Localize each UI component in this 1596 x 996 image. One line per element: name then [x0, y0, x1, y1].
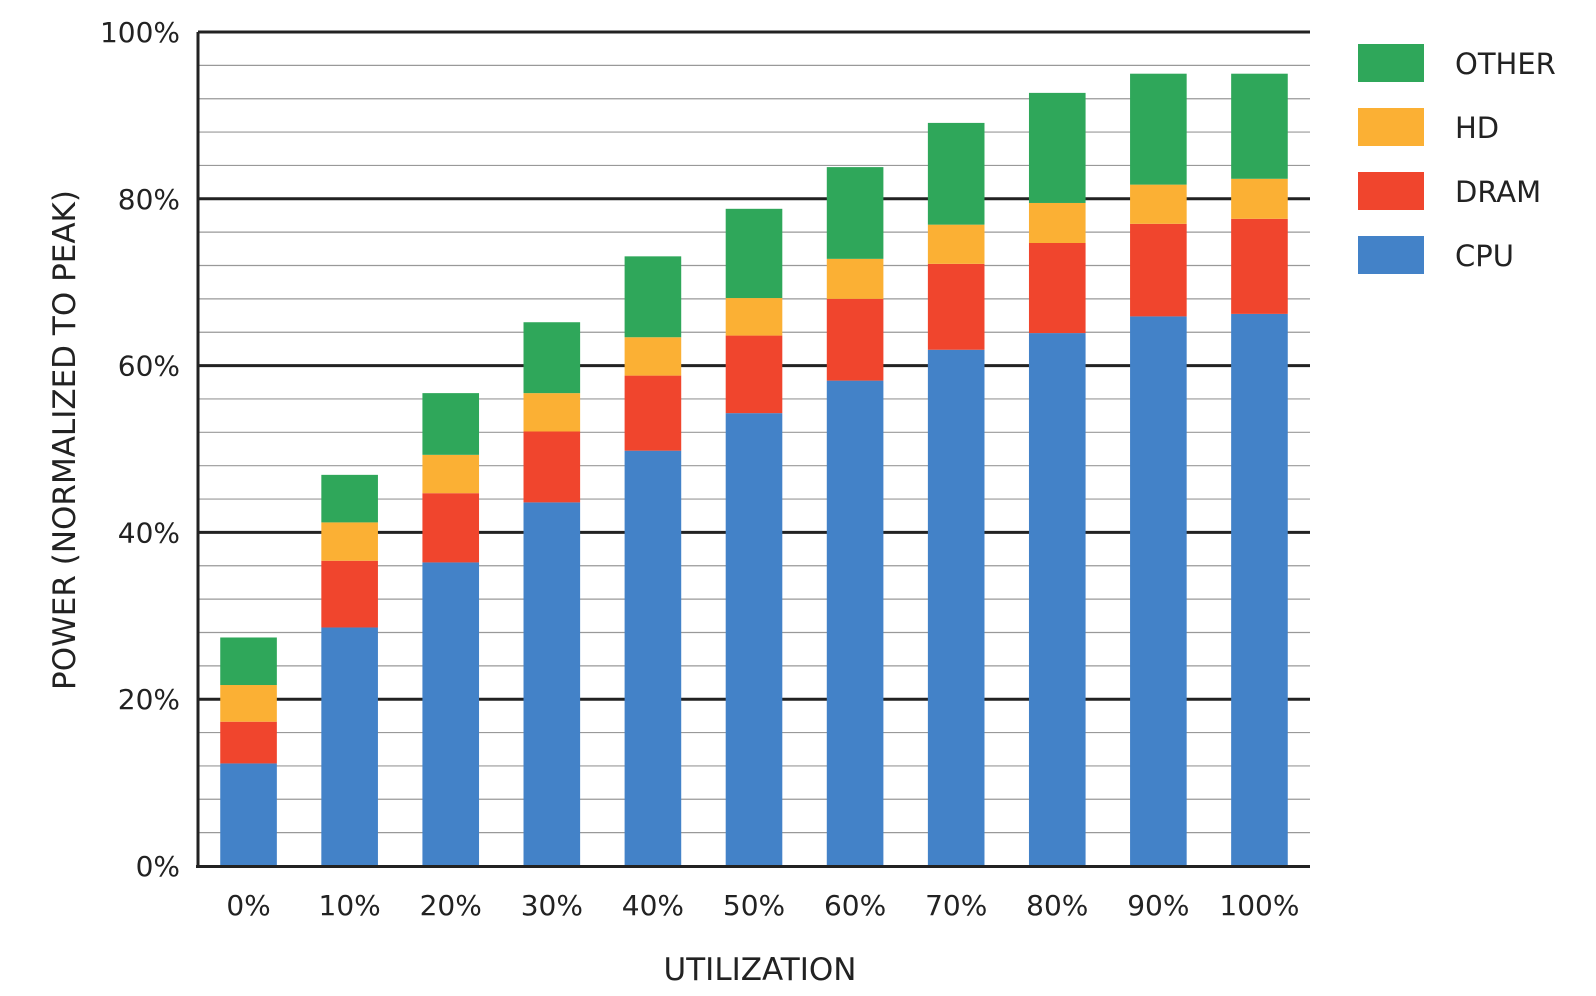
legend-label-other: OTHER [1455, 47, 1556, 81]
bar-segment-cpu-3 [523, 502, 581, 866]
bar-segment-other-10 [1231, 73, 1288, 179]
bar-segment-cpu-6 [826, 380, 884, 866]
y-axis-title: POWER (NORMALIZED TO PEAK) [47, 190, 83, 690]
y-tick-labels: 0% 20% 40% 60% 80% 100% [100, 16, 180, 883]
x-tick-label: 0% [226, 889, 270, 922]
bar-segment-other-9 [1130, 73, 1187, 185]
y-tick-label: 0% [136, 850, 180, 883]
legend-label-dram: DRAM [1455, 175, 1541, 209]
bar-segment-dram-8 [1028, 243, 1086, 334]
legend-swatch-other [1358, 44, 1424, 82]
bar-segment-hd-8 [1028, 202, 1086, 244]
bar-segment-other-8 [1028, 92, 1086, 203]
bar-segment-cpu-2 [422, 562, 480, 866]
x-tick-label: 30% [521, 889, 583, 922]
bar-segment-dram-3 [523, 431, 581, 503]
y-tick-label: 20% [118, 683, 180, 716]
legend-label-cpu: CPU [1455, 239, 1514, 273]
bar-segment-cpu-1 [321, 627, 378, 866]
bar-segment-other-6 [826, 167, 884, 259]
x-tick-label: 20% [420, 889, 482, 922]
bar-segment-dram-5 [725, 335, 783, 414]
bar-segment-other-0 [220, 637, 277, 686]
bar-segment-dram-9 [1130, 223, 1187, 317]
legend-label-hd: HD [1455, 111, 1499, 145]
bar-segment-hd-6 [826, 258, 884, 299]
bar-segment-other-5 [725, 208, 783, 299]
bar-segment-hd-9 [1130, 184, 1187, 224]
x-tick-label: 80% [1026, 889, 1088, 922]
bar-segment-cpu-4 [624, 450, 682, 866]
bar-segment-hd-5 [725, 298, 783, 336]
bar-segment-hd-2 [422, 454, 480, 494]
bar-segment-cpu-8 [1028, 333, 1086, 867]
bar-segment-cpu-10 [1231, 313, 1288, 867]
bar-segment-dram-6 [826, 298, 884, 381]
x-tick-label: 100% [1219, 889, 1299, 922]
bar-segment-cpu-5 [725, 413, 783, 866]
y-tick-label: 60% [118, 350, 180, 383]
axes [196, 32, 1310, 868]
bar-segment-other-7 [927, 122, 985, 225]
bar-segment-other-4 [624, 256, 682, 338]
x-tick-label: 50% [723, 889, 785, 922]
bar-segment-dram-1 [321, 560, 378, 628]
legend-swatch-hd [1358, 108, 1424, 146]
legend: OTHER HD DRAM CPU [1358, 44, 1556, 274]
bar-segment-dram-10 [1231, 218, 1288, 314]
x-tick-label: 60% [824, 889, 886, 922]
bar-segment-hd-10 [1231, 178, 1288, 219]
bar-segment-other-2 [422, 393, 480, 455]
bar-segment-dram-7 [927, 263, 985, 350]
x-tick-label: 40% [622, 889, 684, 922]
bar-segment-dram-4 [624, 375, 682, 451]
y-tick-label: 40% [118, 516, 180, 549]
x-tick-label: 10% [319, 889, 381, 922]
bar-segment-dram-0 [220, 721, 277, 764]
bars [220, 73, 1288, 867]
bar-segment-hd-4 [624, 337, 682, 376]
bar-segment-hd-1 [321, 522, 378, 561]
bar-segment-cpu-0 [220, 763, 277, 866]
bar-segment-other-1 [321, 474, 378, 523]
bar-segment-hd-3 [523, 393, 581, 432]
bar-segment-cpu-9 [1130, 316, 1187, 866]
y-tick-label: 100% [100, 16, 180, 49]
legend-swatch-cpu [1358, 236, 1424, 274]
bar-segment-hd-0 [220, 685, 277, 722]
bar-segment-dram-2 [422, 493, 480, 563]
bar-segment-other-3 [523, 322, 581, 394]
x-tick-label: 70% [925, 889, 987, 922]
bar-segment-hd-7 [927, 224, 985, 264]
x-tick-label: 90% [1127, 889, 1189, 922]
x-tick-labels: 0% 10% 20% 30% 40% 50% 60% 70% 80% 90% 100% [226, 889, 1299, 922]
y-tick-label: 80% [118, 183, 180, 216]
legend-swatch-dram [1358, 172, 1424, 210]
bar-segment-cpu-7 [927, 349, 985, 866]
x-axis-title: UTILIZATION [664, 952, 857, 988]
